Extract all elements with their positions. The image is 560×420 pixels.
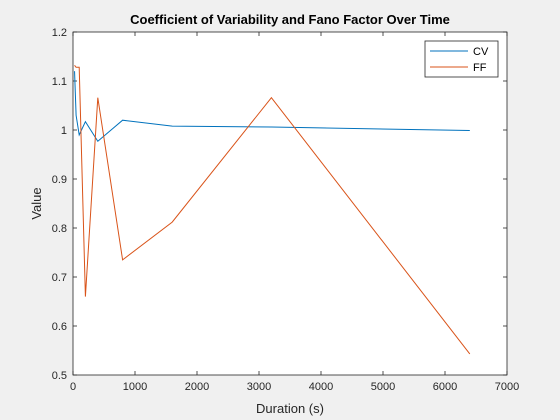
y-tick-label: 0.6 (52, 321, 67, 333)
x-tick-label: 0 (70, 381, 76, 393)
chart-title: Coefficient of Variability and Fano Fact… (130, 12, 450, 27)
x-axis-ticks: 0 1000 2000 3000 4000 5000 6000 7000 (70, 32, 519, 393)
y-axis-ticks: 0.5 0.6 0.7 0.8 0.9 1 1.1 1.2 (52, 27, 507, 382)
series-line-cv (74, 71, 470, 143)
series-line-ff (74, 65, 471, 355)
y-tick-label: 1.2 (52, 27, 67, 39)
x-tick-label: 5000 (371, 381, 395, 393)
legend-label-ff: FF (473, 62, 487, 74)
plot-area (72, 31, 508, 376)
x-tick-label: 3000 (247, 381, 271, 393)
legend-label-cv: CV (473, 46, 489, 58)
x-tick-label: 2000 (185, 381, 209, 393)
legend-box (424, 40, 499, 78)
y-tick-label: 0.8 (52, 223, 67, 235)
y-tick-label: 0.7 (52, 272, 67, 284)
y-tick-label: 0.5 (52, 370, 67, 382)
series-layer (74, 65, 471, 355)
y-tick-label: 1 (61, 125, 67, 137)
y-tick-label: 0.9 (52, 174, 67, 186)
y-tick-label: 1.1 (52, 76, 67, 88)
x-tick-label: 1000 (123, 381, 147, 393)
x-tick-label: 7000 (495, 381, 519, 393)
legend: CV FF (424, 40, 499, 78)
x-axis-label: Duration (s) (256, 401, 324, 416)
x-tick-label: 6000 (433, 381, 457, 393)
y-axis-label: Value (29, 187, 44, 219)
x-tick-label: 4000 (309, 381, 333, 393)
